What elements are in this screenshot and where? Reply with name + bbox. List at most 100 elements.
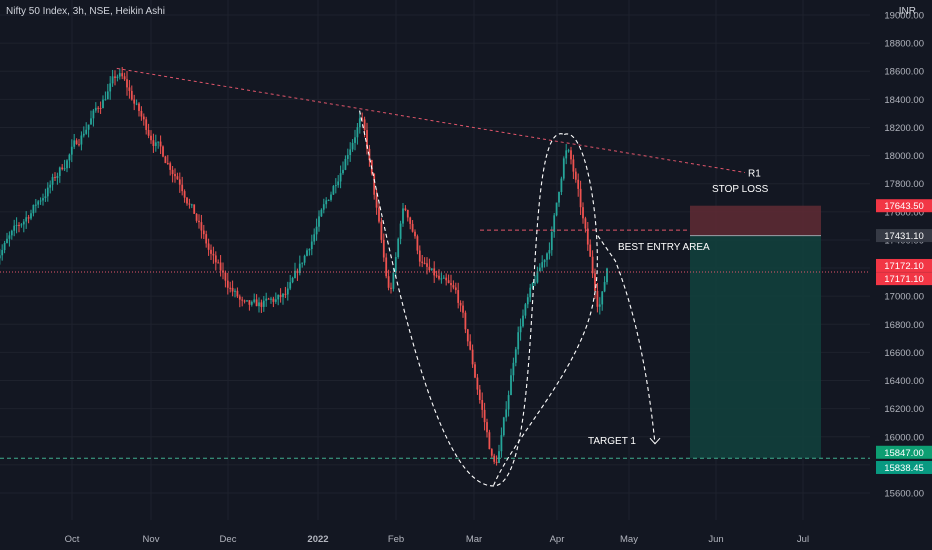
time-tick-label: Mar: [466, 534, 482, 545]
price-tag-label: 17643.50: [884, 201, 924, 212]
candle-body: [522, 315, 524, 327]
candle-body: [195, 213, 198, 221]
candle-body: [152, 140, 155, 146]
symbol-legend[interactable]: Nifty 50 Index, 3h, NSE, Heikin Ashi: [6, 6, 165, 17]
target-zone: [690, 235, 821, 459]
candle-body: [289, 282, 292, 289]
candle-body: [574, 171, 577, 180]
candle-body: [363, 119, 366, 131]
candle-body: [92, 110, 95, 119]
candle-body: [162, 146, 164, 157]
candle-body: [272, 298, 275, 302]
time-tick-label: May: [620, 534, 638, 545]
time-tick-label: Nov: [143, 534, 160, 545]
candle-body: [430, 268, 433, 271]
candle-body: [435, 275, 438, 277]
candle-body: [25, 217, 28, 222]
price-tick-label: 18200.00: [884, 123, 924, 134]
candle-body: [421, 261, 424, 263]
candle-body: [308, 249, 311, 251]
candle-body: [126, 79, 128, 88]
time-axis[interactable]: Oct Nov Dec 2022 Feb Mar Apr May Jun Jul: [65, 534, 809, 545]
candle-body: [298, 263, 301, 274]
candle-body: [366, 130, 368, 149]
candle-body: [553, 215, 556, 233]
candle-body: [145, 119, 148, 130]
candle-body: [207, 243, 210, 250]
candle-body: [10, 230, 13, 236]
candle-body: [555, 202, 558, 216]
candle-body: [49, 184, 52, 188]
price-axis[interactable]: 15600.0015800.0016000.0016200.0016400.00…: [884, 11, 924, 500]
stop-loss-zone: [690, 205, 821, 236]
candle-body: [75, 140, 78, 145]
candle-body: [94, 107, 97, 111]
candle-body: [423, 262, 426, 264]
candle-body: [387, 276, 390, 288]
candle-body: [469, 341, 472, 350]
time-tick-label: Jul: [797, 534, 809, 545]
price-tag-label: 15838.45: [884, 463, 924, 474]
candle-body: [99, 108, 102, 110]
candle-body: [186, 197, 188, 204]
candle-body: [150, 135, 152, 141]
candle-body: [344, 158, 347, 170]
price-tick-label: 16600.00: [884, 348, 924, 359]
candle-body: [248, 300, 251, 305]
candle-body: [594, 273, 596, 291]
candle-body: [236, 290, 239, 297]
candle-body: [606, 268, 608, 283]
price-tag: [876, 258, 932, 272]
candle-body: [313, 234, 316, 242]
candle-body: [181, 184, 184, 192]
candle-body: [190, 204, 193, 206]
candle-body: [495, 461, 498, 463]
candle-body: [560, 178, 563, 193]
candle-body: [229, 287, 232, 289]
candle-body: [500, 435, 503, 452]
candle-body: [102, 99, 104, 109]
candle-body: [104, 99, 107, 101]
candle-body: [70, 146, 73, 155]
candle-body: [402, 208, 404, 224]
candle-body: [8, 235, 11, 239]
candle-body: [224, 272, 227, 281]
candle-body: [133, 99, 136, 104]
candle-body: [584, 218, 587, 229]
candle-body: [519, 326, 522, 333]
price-tag: [876, 445, 932, 459]
candle-body: [327, 199, 330, 201]
price-tick-label: 17000.00: [884, 292, 924, 303]
candle-body: [159, 141, 162, 147]
candle-body: [411, 223, 414, 232]
candle-body: [502, 417, 505, 436]
candle-body: [586, 228, 589, 245]
currency-label[interactable]: INR: [898, 6, 916, 17]
candle-body: [238, 296, 241, 300]
candle-body: [116, 76, 119, 78]
price-tick-label: 18000.00: [884, 151, 924, 162]
price-tag-label: 17172.10: [884, 261, 924, 272]
candle-body: [260, 302, 263, 307]
grid-lines: [0, 0, 870, 520]
candle-body: [234, 290, 236, 292]
price-tick-label: 16000.00: [884, 432, 924, 443]
candle-body: [250, 301, 253, 305]
price-tag: [876, 229, 932, 243]
candle-body: [286, 288, 289, 295]
candle-body: [440, 278, 443, 280]
candle-body: [154, 142, 157, 146]
price-tag-label: 17431.10: [884, 231, 924, 242]
candle-body: [385, 257, 388, 277]
candle-body: [378, 207, 380, 222]
candle-body: [262, 300, 265, 307]
candle-body: [39, 200, 42, 202]
candle-body: [140, 110, 143, 117]
candle-body: [342, 169, 344, 174]
price-tick-label: 18600.00: [884, 67, 924, 78]
price-tags: 17643.50 17431.10 17172.10 17171.10 15847.00…: [876, 199, 932, 474]
candle-body: [399, 223, 402, 239]
time-tick-label: Oct: [65, 534, 80, 545]
candle-body: [212, 253, 215, 256]
